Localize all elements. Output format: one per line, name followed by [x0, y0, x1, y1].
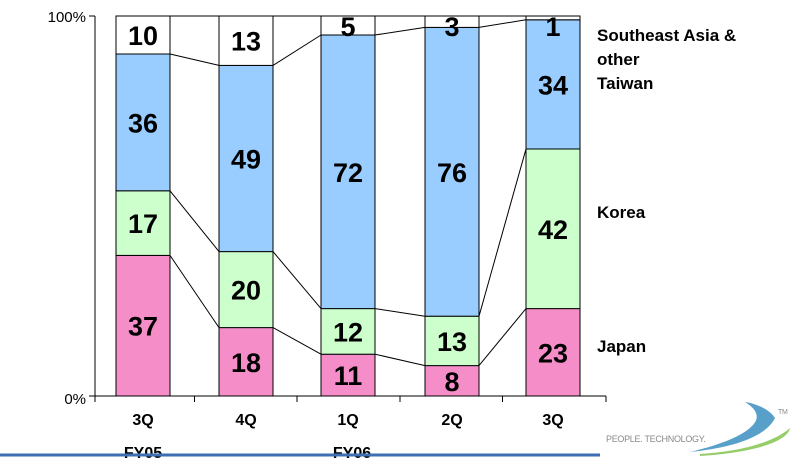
data-label-taiwan-2: 72 [333, 158, 363, 188]
data-label-southeast-asia-other-3: 3 [444, 12, 459, 42]
company-logo: PEOPLE. TECHNOLOGY. TM [606, 402, 790, 456]
bar-japan-1 [218, 327, 274, 397]
bar-japan-3 [424, 365, 480, 397]
bar-japan-2 [320, 353, 376, 397]
swoosh-logo-highlight [700, 428, 790, 456]
data-label-japan-3: 8 [444, 367, 459, 397]
connector-lines [169, 15, 527, 367]
data-label-southeast-asia-other-4: 1 [545, 12, 560, 42]
bar-taiwan-0 [115, 53, 171, 192]
data-label-korea-2: 12 [333, 317, 363, 347]
connector-line [478, 308, 527, 366]
logo-text: PEOPLE. TECHNOLOGY. [606, 434, 706, 444]
category-label-2: 1Q [337, 412, 358, 429]
bar-korea-1 [218, 251, 274, 329]
category-label-0: 3Q [132, 412, 153, 429]
connector-line [169, 53, 220, 66]
connector-line [374, 26, 426, 36]
data-label-japan-0: 37 [128, 312, 158, 342]
category-label-1: 4Q [235, 412, 256, 429]
data-label-korea-3: 13 [437, 327, 467, 357]
bars [115, 15, 581, 397]
bar-taiwan-4 [525, 19, 581, 150]
legend-southeast-asia-line2: other [597, 50, 640, 69]
category-label-3: 2Q [441, 412, 462, 429]
connector-line [478, 148, 527, 317]
bar-korea-3 [424, 315, 480, 367]
connector-line [374, 308, 426, 317]
connector-line [374, 353, 426, 367]
bar-japan-4 [525, 308, 581, 397]
bar-korea-4 [525, 148, 581, 310]
data-label-southeast-asia-other-0: 10 [128, 21, 158, 51]
data-label-korea-4: 42 [538, 215, 568, 245]
bar-korea-2 [320, 308, 376, 355]
data-label-taiwan-4: 34 [538, 70, 568, 100]
legend-southeast-asia-line1: Southeast Asia & [597, 26, 736, 45]
connector-line [272, 327, 322, 355]
connector-line [478, 19, 527, 28]
bar-taiwan-2 [320, 34, 376, 310]
data-label-southeast-asia-other-1: 13 [231, 27, 261, 57]
data-label-taiwan-3: 76 [437, 158, 467, 188]
data-label-japan-4: 23 [538, 338, 568, 368]
bar-southeast-asia-other-2 [320, 15, 376, 36]
bar-southeast-asia-other-3 [424, 15, 480, 28]
data-label-taiwan-1: 49 [231, 145, 261, 175]
legend-taiwan: Taiwan [597, 74, 653, 93]
data-label-japan-1: 18 [231, 348, 261, 378]
connector-line [169, 190, 220, 252]
legend: Southeast Asia & other Taiwan Korea Japa… [597, 26, 736, 356]
data-label-korea-0: 17 [128, 209, 158, 239]
data-label-southeast-asia-other-2: 5 [340, 12, 355, 42]
data-label-japan-2: 11 [334, 361, 363, 391]
bar-korea-0 [115, 190, 171, 256]
swoosh-logo-icon [690, 402, 775, 452]
legend-japan: Japan [597, 337, 646, 356]
connector-line [169, 255, 220, 328]
bar-southeast-asia-other-0 [115, 15, 171, 55]
connector-line [272, 251, 322, 309]
bar-taiwan-3 [424, 26, 480, 317]
y-tick-label-0: 0% [64, 391, 86, 408]
legend-korea: Korea [597, 203, 646, 222]
bar-southeast-asia-other-1 [218, 15, 274, 66]
bar-southeast-asia-other-4 [525, 15, 581, 21]
logo-trademark: TM [778, 409, 788, 416]
data-label-taiwan-0: 36 [128, 108, 158, 138]
segment-labels: 37 17 36 10 18 20 49 13 11 12 72 5 8 13 76 3 23 42 34 1 [128, 12, 568, 397]
y-tick-label-100: 100% [48, 9, 86, 26]
category-label-4: 3Q [542, 412, 563, 429]
data-label-korea-1: 20 [231, 276, 261, 306]
x-axis-ticks [94, 396, 607, 402]
category-labels: 3Q 4Q 1Q 2Q 3Q [132, 412, 563, 429]
connector-line [272, 34, 322, 66]
